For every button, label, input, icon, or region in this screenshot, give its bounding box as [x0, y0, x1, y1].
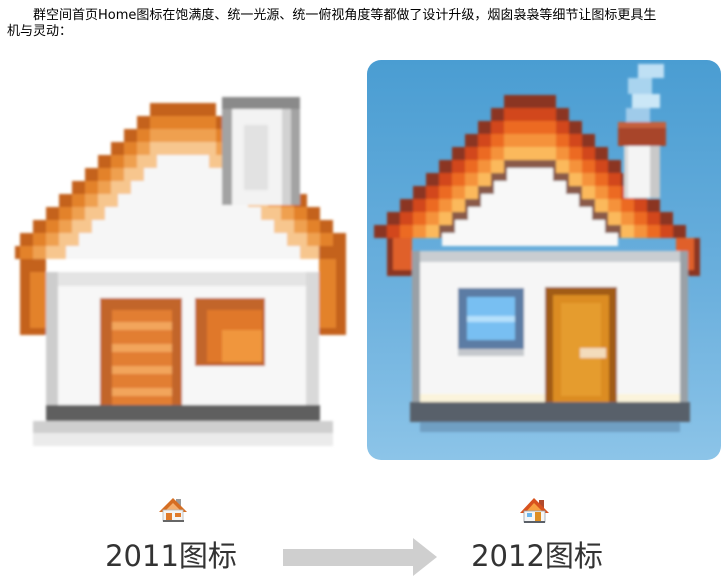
- window-sill: [458, 349, 524, 356]
- wall-body: [46, 272, 319, 410]
- door: [535, 512, 541, 522]
- chimney: [539, 500, 544, 508]
- chimney-shade-left: [624, 146, 628, 198]
- house-base: [410, 402, 690, 422]
- door-stripe: [112, 322, 172, 330]
- base: [163, 520, 184, 522]
- house-icon-2011-large: [15, 97, 346, 446]
- smoke: [626, 64, 664, 122]
- chimney-cap-top: [618, 122, 666, 128]
- door-handle: [580, 348, 606, 358]
- window-highlight: [222, 330, 262, 362]
- wall-roof-shadow: [46, 272, 319, 286]
- roof: [15, 103, 346, 335]
- roof-inner: [525, 503, 544, 513]
- label-2011-icon: 2011图标: [105, 539, 237, 573]
- wall-edge-right: [680, 251, 688, 402]
- arrow-right-icon: [283, 538, 437, 576]
- ground-shadow: [33, 421, 333, 433]
- intro-paragraph: 群空间首页Home图标在饱满度、统一光源、统一俯视角度等都做了设计升级，烟囱袅袅…: [7, 8, 657, 39]
- smoke-puff: [632, 94, 660, 108]
- window: [458, 288, 524, 356]
- window-divider: [467, 316, 515, 322]
- arrow-head: [413, 538, 437, 576]
- chimney: [618, 122, 666, 198]
- roof-eave-left-inner: [30, 272, 46, 328]
- door: [100, 298, 182, 410]
- chimney-shadow: [282, 109, 291, 205]
- wall-roof-shadow: [420, 251, 680, 262]
- chimney-cap: [222, 97, 300, 109]
- chimney-shade-right: [650, 146, 660, 198]
- wall: [46, 272, 319, 410]
- wall-edge-left: [412, 251, 420, 402]
- door-stripe: [112, 388, 172, 396]
- ground-shadow-soft: [33, 433, 333, 446]
- arrow-shaft: [283, 549, 415, 566]
- door-stripe: [112, 366, 172, 374]
- smoke-puff: [638, 64, 664, 78]
- door-stripe: [112, 344, 172, 352]
- label-2012-icon: 2012图标: [471, 539, 603, 573]
- door: [545, 287, 617, 410]
- wall-edge-right: [306, 272, 319, 405]
- base: [524, 521, 545, 523]
- ground-shadow: [420, 422, 680, 432]
- window: [195, 298, 265, 366]
- roof: [374, 95, 700, 276]
- house-icon-2011-small: [159, 498, 187, 522]
- smoke-puff: [628, 78, 652, 94]
- house-icon-2012-large: [367, 60, 721, 460]
- window: [175, 513, 181, 517]
- house-drawing: [374, 64, 700, 432]
- roof-eave-left-inner: [393, 238, 412, 270]
- door: [166, 513, 172, 521]
- roof-gable: [66, 155, 300, 259]
- house-base: [46, 405, 320, 421]
- window: [527, 513, 532, 517]
- chimney-shade: [244, 125, 268, 190]
- chimney: [222, 97, 300, 205]
- chimney: [176, 499, 181, 507]
- smoke-puff: [626, 108, 650, 122]
- house-icon-2012-small: [520, 498, 549, 523]
- roof-eave-right-inner: [319, 259, 336, 328]
- roof-gable: [442, 168, 618, 246]
- wall-edge-left: [46, 272, 58, 405]
